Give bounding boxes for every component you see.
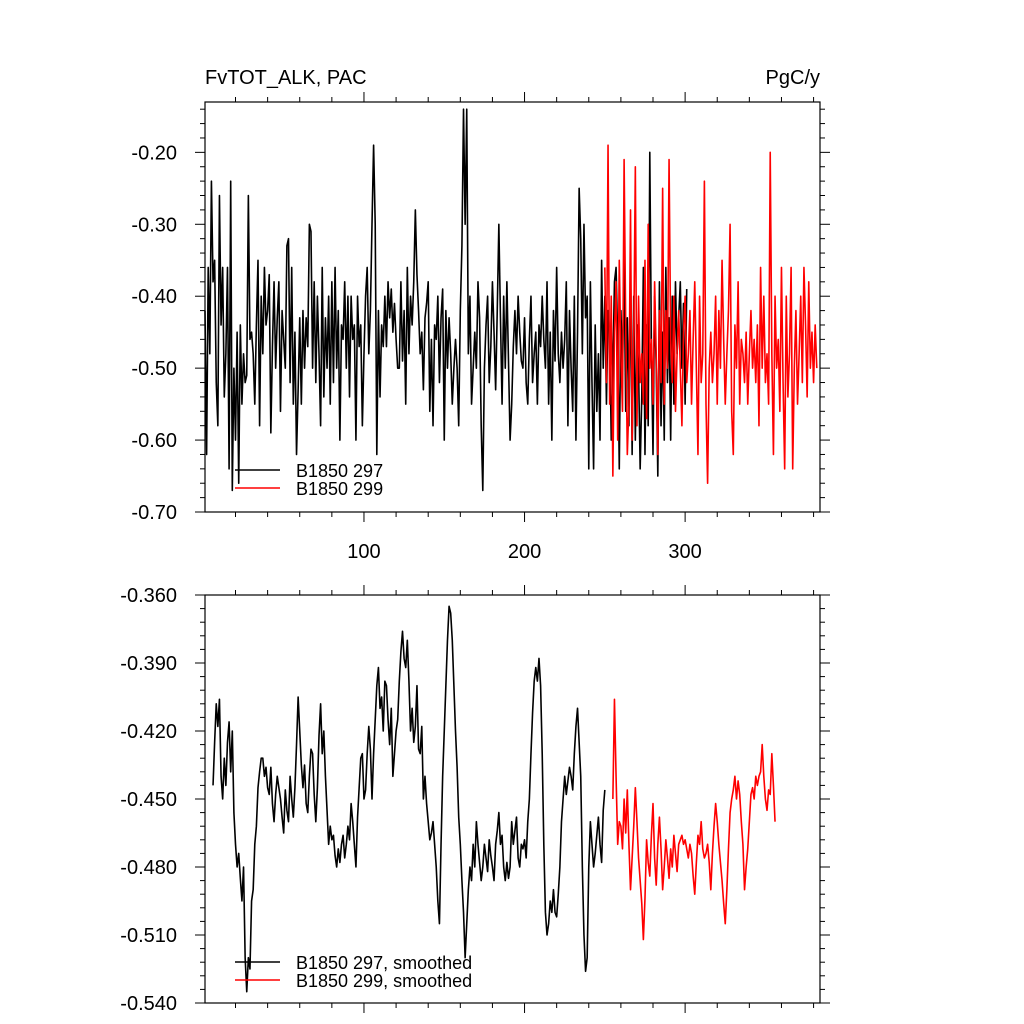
y-tick-label: -0.360 xyxy=(120,585,177,607)
x-tick-label: 100 xyxy=(347,541,380,563)
y-tick-label: -0.450 xyxy=(120,789,177,811)
top-chart-series-black-line xyxy=(204,108,688,492)
y-tick-label: -0.40 xyxy=(131,286,177,308)
top-chart-series-red-line xyxy=(604,144,818,485)
bottom-chart-series-black-line xyxy=(212,605,606,993)
y-tick-label: -0.70 xyxy=(131,502,177,524)
y-tick-label: -0.390 xyxy=(120,653,177,675)
bottom-chart: -0.540 -0.510 -0.480 -0.450 -0.420 -0.390 -0.3… xyxy=(120,585,830,1015)
x-tick-label: 200 xyxy=(508,541,541,563)
bottom-chart-series xyxy=(212,605,776,993)
y-tick-label: -0.50 xyxy=(131,358,177,380)
y-tick-label: -0.510 xyxy=(120,925,177,947)
top-chart-title-right: PgC/y xyxy=(766,67,820,89)
bottom-chart-frame xyxy=(204,594,821,1004)
y-tick-label: -0.420 xyxy=(120,721,177,743)
legend-label: B1850 299 xyxy=(296,479,383,499)
top-chart-series xyxy=(204,108,818,492)
bottom-chart-series-red-line xyxy=(612,698,776,941)
bottom-chart-ticks: -0.540 -0.510 -0.480 -0.450 -0.420 -0.390 -0.3… xyxy=(120,585,830,1015)
top-chart-title-left: FvTOT_ALK, PAC xyxy=(205,67,367,89)
legend-label: B1850 299, smoothed xyxy=(296,971,472,991)
y-tick-label: -0.30 xyxy=(131,214,177,236)
legend-label: B1850 297 xyxy=(296,461,383,481)
y-tick-label: -0.60 xyxy=(131,430,177,452)
top-chart: FvTOT_ALK, PAC PgC/y -0.70 -0.60 -0.50 -0.4… xyxy=(131,67,830,563)
y-tick-label: -0.540 xyxy=(120,993,177,1015)
y-tick-label: -0.20 xyxy=(131,142,177,164)
top-chart-ticks: -0.70 -0.60 -0.50 -0.40 -0.30 -0.20 100 200 300 xyxy=(131,92,830,563)
y-tick-label: -0.480 xyxy=(120,857,177,879)
x-tick-label: 300 xyxy=(668,541,701,563)
top-chart-frame xyxy=(204,101,821,513)
legend-label: B1850 297, smoothed xyxy=(296,953,472,973)
